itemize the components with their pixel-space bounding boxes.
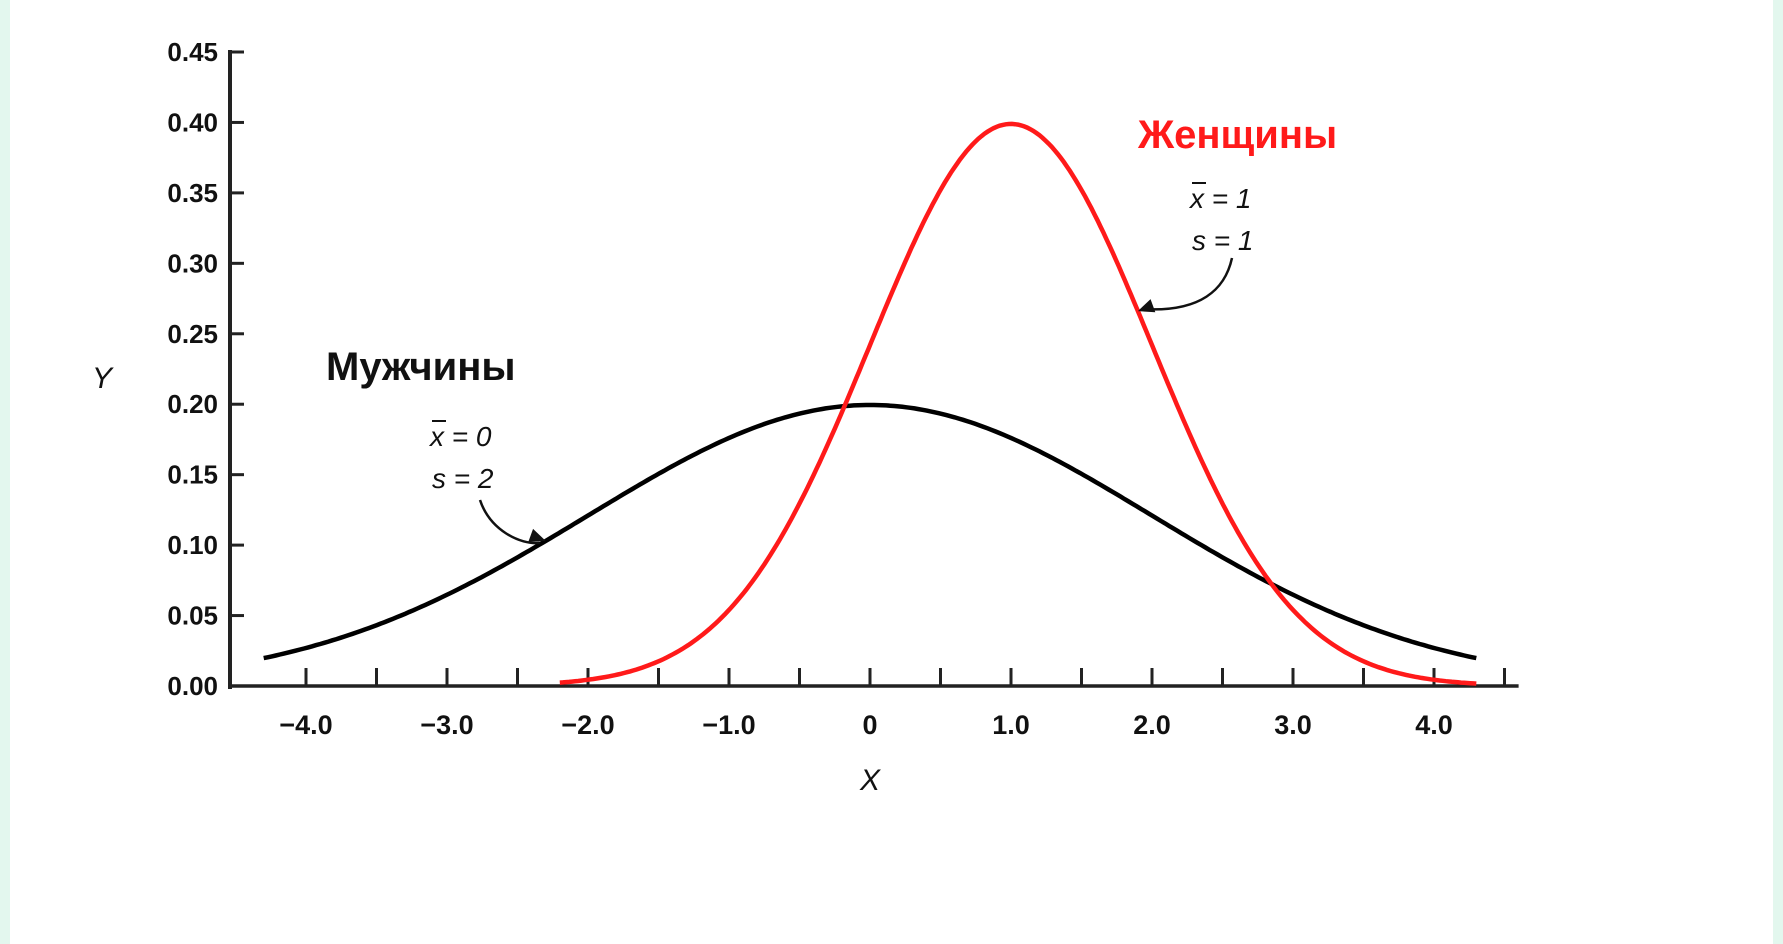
y-tick-label: 0.45 (167, 37, 218, 67)
curves (263, 121, 1477, 686)
men-arrow (478, 499, 540, 545)
women-curve (559, 121, 1477, 686)
annotations: Мужчины Женщины x = 0 s = 2 x = 1 s = 1 (326, 113, 1337, 545)
women-series-label: Женщины (1137, 113, 1337, 157)
x-tick-label: 3.0 (1274, 710, 1312, 740)
y-tick-label: 0.00 (167, 671, 218, 701)
men-series-label: Мужчины (326, 345, 516, 389)
chart-frame: 0.00 0.05 0.10 0.15 0.20 0.25 0.30 0.35 0.40 0.45… (10, 0, 1773, 944)
y-tick-label: 0.05 (167, 601, 218, 631)
x-tick-label: 2.0 (1133, 710, 1171, 740)
y-tick-label: 0.15 (167, 460, 218, 490)
y-tick-label: 0.10 (167, 530, 218, 560)
women-mean-label: x = 1 (1188, 183, 1251, 214)
x-tick-label: −3.0 (420, 710, 473, 740)
x-tick-label: 4.0 (1415, 710, 1453, 740)
women-arrow (1143, 257, 1234, 311)
men-arrow-head (528, 528, 546, 543)
x-tick-label: −4.0 (279, 710, 332, 740)
y-tick-label: 0.25 (167, 319, 218, 349)
y-axis-label: Y (92, 362, 114, 395)
y-tick-label: 0.20 (167, 389, 218, 419)
y-tick-label: 0.35 (167, 178, 218, 208)
x-tick-label: −2.0 (561, 710, 614, 740)
y-tick-label: 0.40 (167, 107, 218, 137)
axes: 0.00 0.05 0.10 0.15 0.20 0.25 0.30 0.35 0.40 0.45… (92, 37, 1519, 797)
x-tick-label: −1.0 (702, 710, 755, 740)
men-sd-label: s = 2 (432, 463, 494, 494)
men-mean-label: x = 0 (428, 421, 492, 452)
x-tick-label: 1.0 (992, 710, 1030, 740)
women-sd-label: s = 1 (1192, 225, 1253, 256)
x-axis-label: X (859, 764, 881, 797)
women-arrow-head (1137, 299, 1156, 313)
normal-distribution-chart: 0.00 0.05 0.10 0.15 0.20 0.25 0.30 0.35 0.40 0.45… (92, 37, 1519, 797)
y-tick-label: 0.30 (167, 248, 218, 278)
x-tick-label: 0 (862, 710, 877, 740)
